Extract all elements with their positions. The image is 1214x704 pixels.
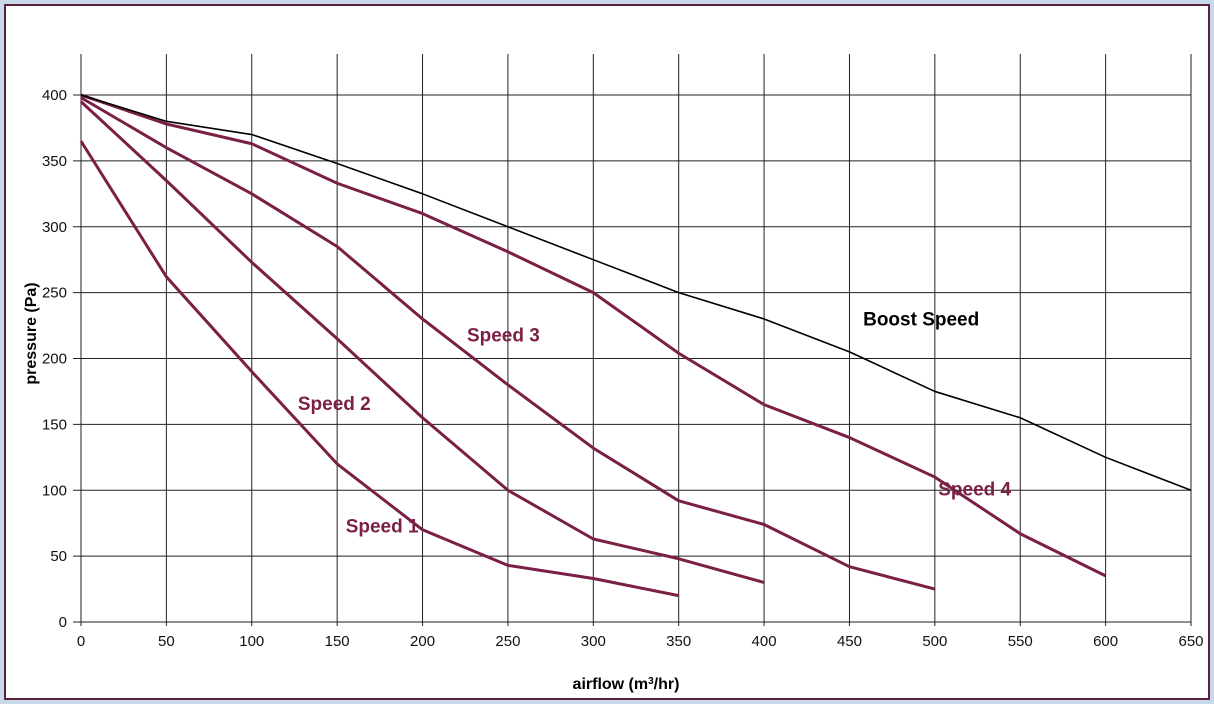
y-tick-label-150: 150 [42, 416, 67, 433]
y-axis-title: pressure (Pa) [23, 282, 40, 384]
y-tick-label-250: 250 [42, 285, 67, 302]
series-lines [79, 93, 1192, 598]
y-tick-label-300: 300 [42, 219, 67, 236]
x-tick-label-50: 50 [158, 633, 175, 650]
y-tick-labels: 0 50 100 150 200 250 300 350 400 [42, 87, 67, 631]
series-line-boost-speed [80, 94, 1192, 491]
series-line-speed-3 [80, 96, 936, 591]
y-tick-label-100: 100 [42, 482, 67, 499]
x-tick-label-200: 200 [410, 633, 435, 650]
y-tick-label-400: 400 [42, 87, 67, 104]
y-tick-label-50: 50 [50, 548, 67, 565]
x-axis-title: airflow (m3/hr) [573, 676, 680, 694]
y-tick-label-0: 0 [59, 614, 67, 631]
label-speed-2: Speed 2 [298, 394, 371, 415]
x-tick-label-450: 450 [837, 633, 862, 650]
x-tick-label-600: 600 [1093, 633, 1118, 650]
label-speed-1: Speed 1 [346, 516, 419, 537]
airflow-pressure-chart: 0 50 100 150 200 250 300 350 400 0 50 100 150 200 250… [23, 54, 1204, 694]
y-tick-label-350: 350 [42, 153, 67, 170]
series-line-speed-1 [79, 140, 679, 598]
chart-frame: 0 50 100 150 200 250 300 350 400 0 50 100 150 200 250… [4, 4, 1210, 700]
x-tick-label-100: 100 [239, 633, 264, 650]
label-speed-4: Speed 4 [938, 480, 1011, 501]
grid [73, 54, 1192, 626]
x-tick-labels: 0 50 100 150 200 250 300 350 400 450 500 550 600 650 [77, 633, 1204, 650]
x-tick-label-500: 500 [922, 633, 947, 650]
x-tick-label-350: 350 [666, 633, 691, 650]
x-tick-label-150: 150 [325, 633, 350, 650]
y-tick-label-200: 200 [42, 351, 67, 368]
x-tick-label-300: 300 [581, 633, 606, 650]
label-boost-speed: Boost Speed [863, 310, 979, 331]
x-tick-label-400: 400 [752, 633, 777, 650]
series-line-speed-4 [80, 93, 1107, 578]
x-tick-label-250: 250 [495, 633, 520, 650]
label-speed-3: Speed 3 [467, 325, 540, 346]
series-labels: Speed 1 Speed 2 Speed 3 Speed 4 Boost Speed [298, 310, 1012, 538]
x-tick-label-0: 0 [77, 633, 85, 650]
x-tick-label-650: 650 [1178, 633, 1203, 650]
series-line-speed-2 [79, 100, 765, 584]
x-tick-label-550: 550 [1008, 633, 1033, 650]
